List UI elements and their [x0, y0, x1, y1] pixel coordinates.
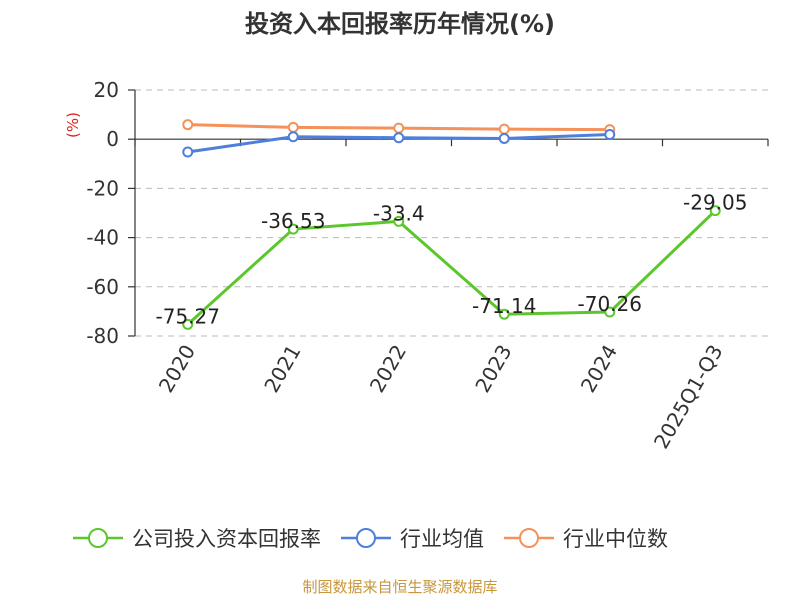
data-label: -71.14 [472, 294, 536, 318]
data-point [182, 318, 194, 330]
legend-label: 行业均值 [400, 527, 484, 551]
legend-label: 行业中位数 [563, 527, 668, 551]
data-point [604, 129, 616, 141]
x-tick-label: 2024 [576, 341, 622, 397]
data-point [393, 215, 405, 227]
legend-marker [356, 528, 376, 548]
data-point [287, 223, 299, 235]
x-tick-labels: 2020 2021 2022 2023 2024 2025Q1-Q3 [154, 341, 728, 453]
data-label: -70.26 [578, 292, 642, 316]
x-tick-label: 2023 [470, 341, 516, 397]
data-label: -33.4 [373, 201, 425, 225]
chart-title: 投资入本回报率历年情况(%) [245, 10, 555, 38]
y-tick-label: -40 [86, 226, 119, 250]
data-point [182, 146, 194, 158]
series-line [186, 209, 717, 326]
data-labels: -75.27 -36.53 -33.4 -71.14 -70.26 -29.05 [156, 191, 748, 329]
data-point [393, 122, 405, 134]
data-point [498, 132, 510, 144]
data-point [498, 308, 510, 320]
source-note: 制图数据来自恒生聚源数据库 [302, 578, 497, 596]
data-point [287, 131, 299, 143]
legend-marker [519, 528, 539, 548]
x-tick-label: 2022 [365, 341, 411, 397]
x-tick-label: 2021 [259, 341, 305, 397]
data-point [393, 132, 405, 144]
y-tick-label: -80 [86, 324, 119, 348]
data-point [498, 123, 510, 135]
data-point [287, 121, 299, 133]
legend-marker [88, 528, 108, 548]
data-point [182, 119, 194, 131]
x-tick-label: 2025Q1-Q3 [649, 341, 728, 453]
y-tick-label: -60 [86, 275, 119, 299]
data-point [709, 205, 721, 217]
legend-label: 公司投入资本回报率 [132, 527, 321, 551]
data-label: -29.05 [683, 191, 747, 215]
data-label: -36.53 [261, 209, 325, 233]
legend: 公司投入资本回报率 行业均值 行业中位数 [73, 527, 668, 551]
y-axis-unit: (%) [64, 112, 82, 138]
data-label: -75.27 [156, 304, 220, 328]
series-lines [182, 119, 721, 330]
y-tick-label: 20 [94, 78, 119, 102]
y-tick-label: -20 [86, 176, 119, 200]
x-tick-label: 2020 [154, 341, 200, 397]
y-tick-label: 0 [106, 127, 119, 151]
data-point [604, 306, 616, 318]
y-tick-labels: 20 0 -20 -40 -60 -80 [86, 78, 119, 348]
